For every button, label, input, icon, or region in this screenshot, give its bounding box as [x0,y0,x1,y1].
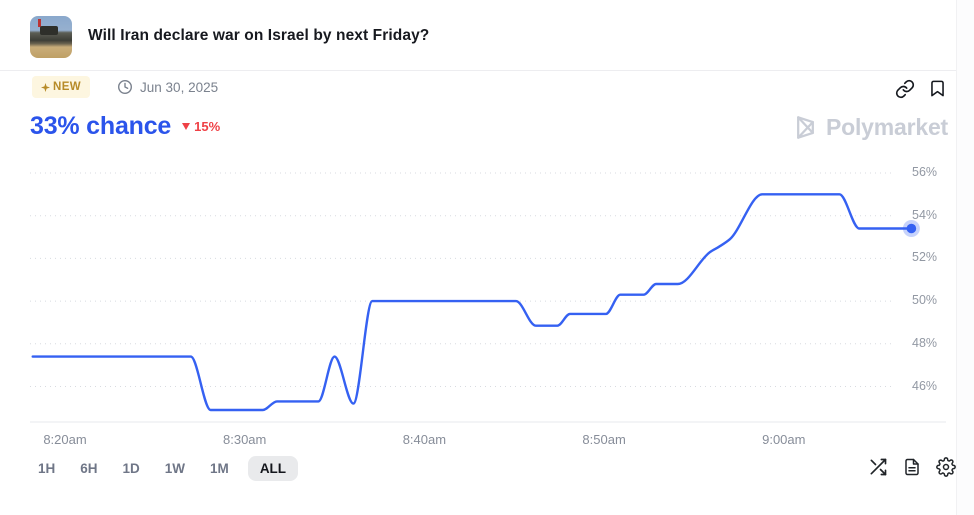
x-tick-label: 8:20am [43,432,87,447]
market-date: Jun 30, 2025 [140,79,219,95]
date-wrap: Jun 30, 2025 [117,79,218,95]
sparkle-icon [41,82,50,92]
chance-row: 33% chance 15% [30,112,220,141]
y-tick-label: 50% [912,293,938,308]
gear-icon[interactable] [936,457,956,477]
polymarket-wordmark: Polymarket [825,114,948,140]
market-title: Will Iran declare war on Israel by next … [88,27,430,44]
shuffle-icon[interactable] [868,457,888,477]
y-tick-label: 48% [912,335,938,350]
bookmark-icon[interactable] [928,78,947,99]
price-line [31,193,913,412]
timerange-6h[interactable]: 6H [74,456,103,481]
y-tick-label: 56% [912,165,938,179]
y-tick-label: 46% [912,378,938,393]
x-tick-label: 8:40am [402,432,447,447]
header-divider [0,70,957,71]
timerange-1h[interactable]: 1H [32,456,61,481]
timerange-1m[interactable]: 1M [204,456,235,481]
timerange-selector: 1H 6H 1D 1W 1M ALL [32,456,299,481]
x-tick-label: 8:50am [582,432,626,447]
scrollbar-track[interactable] [956,0,974,515]
chance-value: 33% chance [30,112,172,140]
timerange-1d[interactable]: 1D [117,456,146,481]
tank-silhouette [40,26,58,35]
market-thumbnail [30,16,72,58]
x-tick-label: 9:00am [762,432,806,447]
change-indicator: 15% [182,119,220,134]
triangle-down-icon [182,123,191,130]
end-dot [906,223,917,234]
timerange-all[interactable]: ALL [247,456,299,481]
flag-detail [38,19,41,27]
chart-tools [868,457,956,477]
meta-row: NEW Jun 30, 2025 [32,76,218,98]
x-tick-label: 8:30am [223,432,267,447]
y-tick-label: 54% [912,207,938,222]
header-actions [895,78,947,99]
new-badge-label: NEW [53,81,82,93]
polymarket-logo-icon [797,116,814,139]
clock-icon [118,79,133,95]
new-badge: NEW [32,76,91,98]
timerange-1w[interactable]: 1W [159,456,191,481]
y-tick-label: 52% [912,250,938,265]
polymarket-brand: Polymarket [792,114,948,141]
change-value: 15% [194,119,221,134]
link-icon[interactable] [895,79,915,99]
document-icon[interactable] [903,457,921,477]
